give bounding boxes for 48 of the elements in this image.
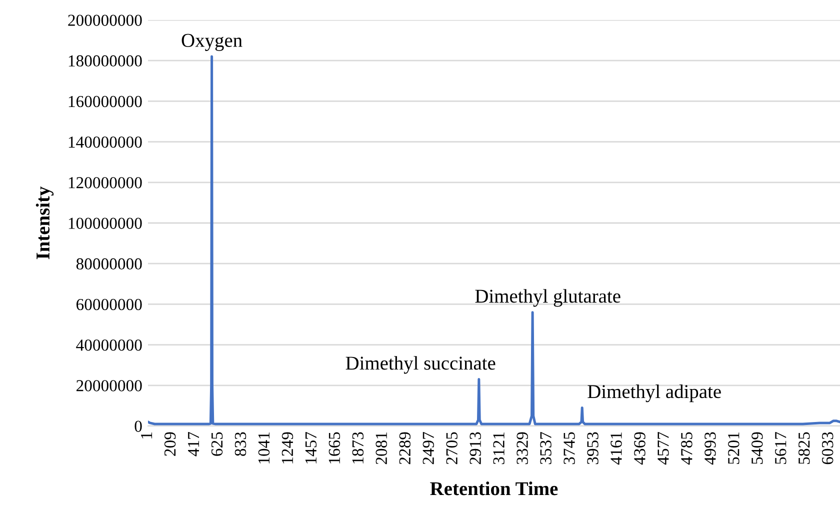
x-tick-label: 1249 [282, 432, 294, 464]
x-tick-label: 1665 [328, 432, 340, 464]
x-tick-label: 4785 [681, 432, 692, 465]
x-tick-label: 3329 [516, 432, 528, 464]
line-series [148, 55, 840, 426]
y-tick-label: 0 [134, 420, 142, 432]
y-tick-label: 200000000 [68, 14, 142, 26]
x-tick-label: 417 [188, 432, 199, 456]
x-tick-label: 4993 [704, 432, 716, 465]
x-tick-label: 4161 [610, 432, 622, 465]
x-tick-label: 2497 [422, 432, 434, 464]
annotation: Dimethyl adipate [588, 384, 721, 402]
annotation: Dimethyl glutarate [475, 289, 620, 307]
x-tick-label: 3537 [540, 432, 552, 464]
y-tick-label: 60000000 [76, 298, 142, 310]
y-tick-label: 100000000 [68, 218, 142, 229]
x-tick-label: 3121 [493, 432, 504, 464]
x-tick-label: 3953 [587, 432, 598, 464]
y-tick-label: 120000000 [68, 177, 142, 188]
x-tick-label: 5617 [775, 432, 786, 464]
x-tick-label: 833 [234, 432, 246, 456]
x-tick-label: 2289 [399, 432, 410, 464]
x-axis-title: Retention Time [430, 482, 558, 496]
x-tick-label: 1873 [352, 432, 364, 464]
y-tick-label: 80000000 [76, 258, 142, 270]
x-tick-label: 1 [141, 432, 152, 438]
y-axis-title: Intensity [36, 186, 54, 260]
x-tick-label: 2081 [376, 432, 388, 464]
annotation: Oxygen [182, 34, 242, 51]
x-tick-label: 1041 [258, 432, 270, 464]
y-tick-label: 20000000 [76, 380, 142, 392]
y-tick-label: 140000000 [68, 136, 142, 148]
x-tick-label: 4577 [658, 432, 669, 465]
x-tick-label: 209 [164, 432, 176, 456]
y-tick-label: 40000000 [76, 340, 142, 351]
x-tick-label: 5825 [798, 432, 810, 464]
x-tick-label: 6033 [822, 432, 834, 464]
annotation: Dimethyl succinate [346, 356, 496, 374]
x-tick-label: 625 [211, 432, 223, 456]
x-tick-label: 5409 [752, 432, 763, 464]
y-tick-label: 180000000 [68, 55, 142, 67]
x-tick-label: 1457 [305, 432, 317, 464]
x-tick-label: 2705 [446, 432, 458, 464]
x-tick-label: 2913 [470, 432, 481, 464]
x-tick-label: 5201 [728, 432, 740, 464]
x-tick-label: 3745 [564, 432, 575, 464]
x-tick-label: 4369 [634, 432, 646, 465]
y-tick-label: 160000000 [68, 96, 142, 108]
